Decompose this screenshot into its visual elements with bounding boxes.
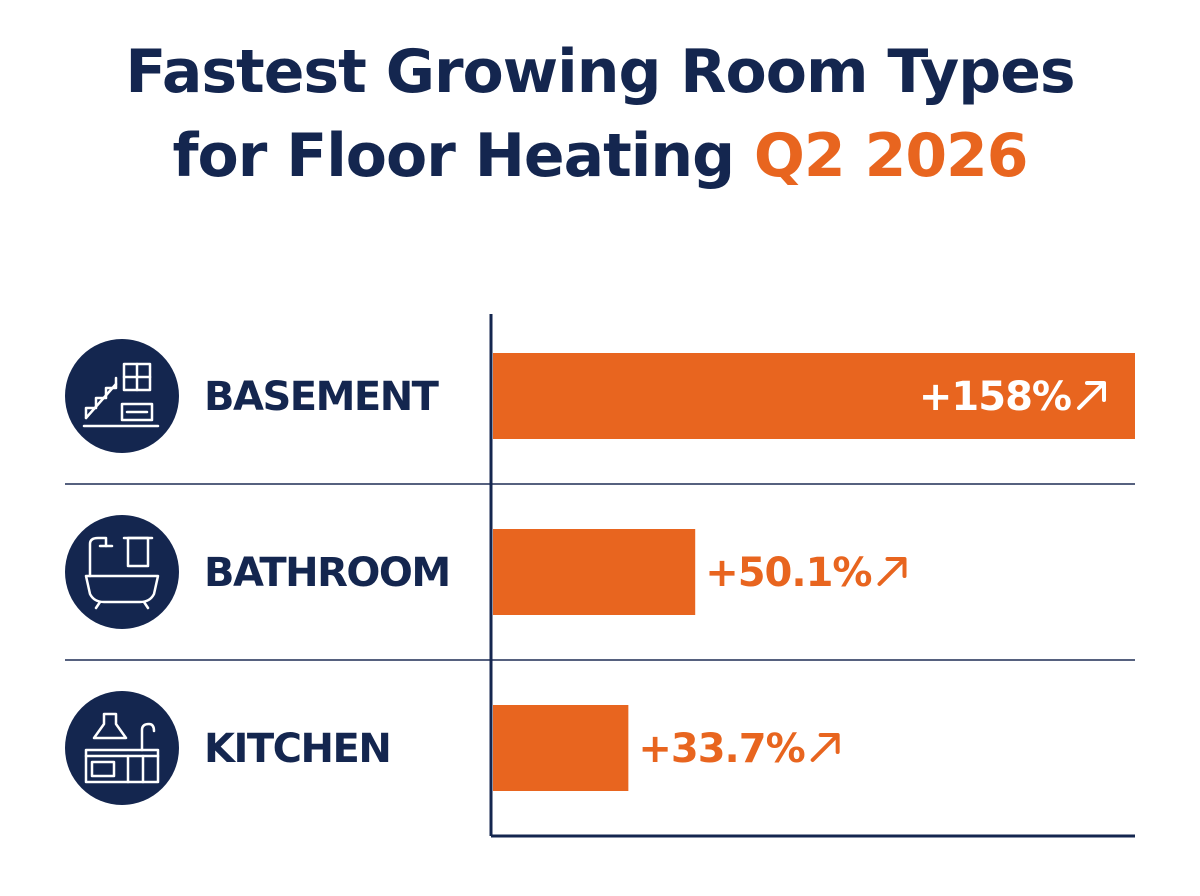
bar-basement	[493, 353, 1135, 439]
category-label: BASEMENT	[204, 374, 440, 420]
svg-text:+33.7%: +33.7%	[638, 726, 804, 772]
value-label: +50.1%	[705, 550, 907, 596]
svg-text:+50.1%: +50.1%	[705, 550, 871, 596]
value-label: +158%	[919, 374, 1106, 420]
bar-bathroom	[493, 529, 696, 615]
title-line-2-main: for Floor Heating	[172, 121, 754, 191]
kitchen-icon	[65, 691, 179, 805]
chart-title: Fastest Growing Room Types for Floor Hea…	[0, 30, 1200, 198]
title-period: Q2 2026	[753, 121, 1029, 191]
bathtub-icon	[65, 515, 179, 629]
svg-text:+158%: +158%	[919, 374, 1071, 420]
arrow-up-right-icon	[1077, 381, 1106, 410]
basement-icon	[65, 339, 179, 453]
bar-kitchen	[493, 705, 629, 791]
arrow-up-right-icon	[877, 557, 907, 586]
title-line-1: Fastest Growing Room Types	[125, 37, 1075, 107]
arrow-up-right-icon	[810, 733, 840, 762]
category-label: BATHROOM	[204, 550, 450, 596]
value-label: +33.7%	[638, 726, 840, 772]
category-label: KITCHEN	[204, 726, 390, 772]
title-line-2: for Floor Heating Q2 2026	[0, 114, 1200, 198]
